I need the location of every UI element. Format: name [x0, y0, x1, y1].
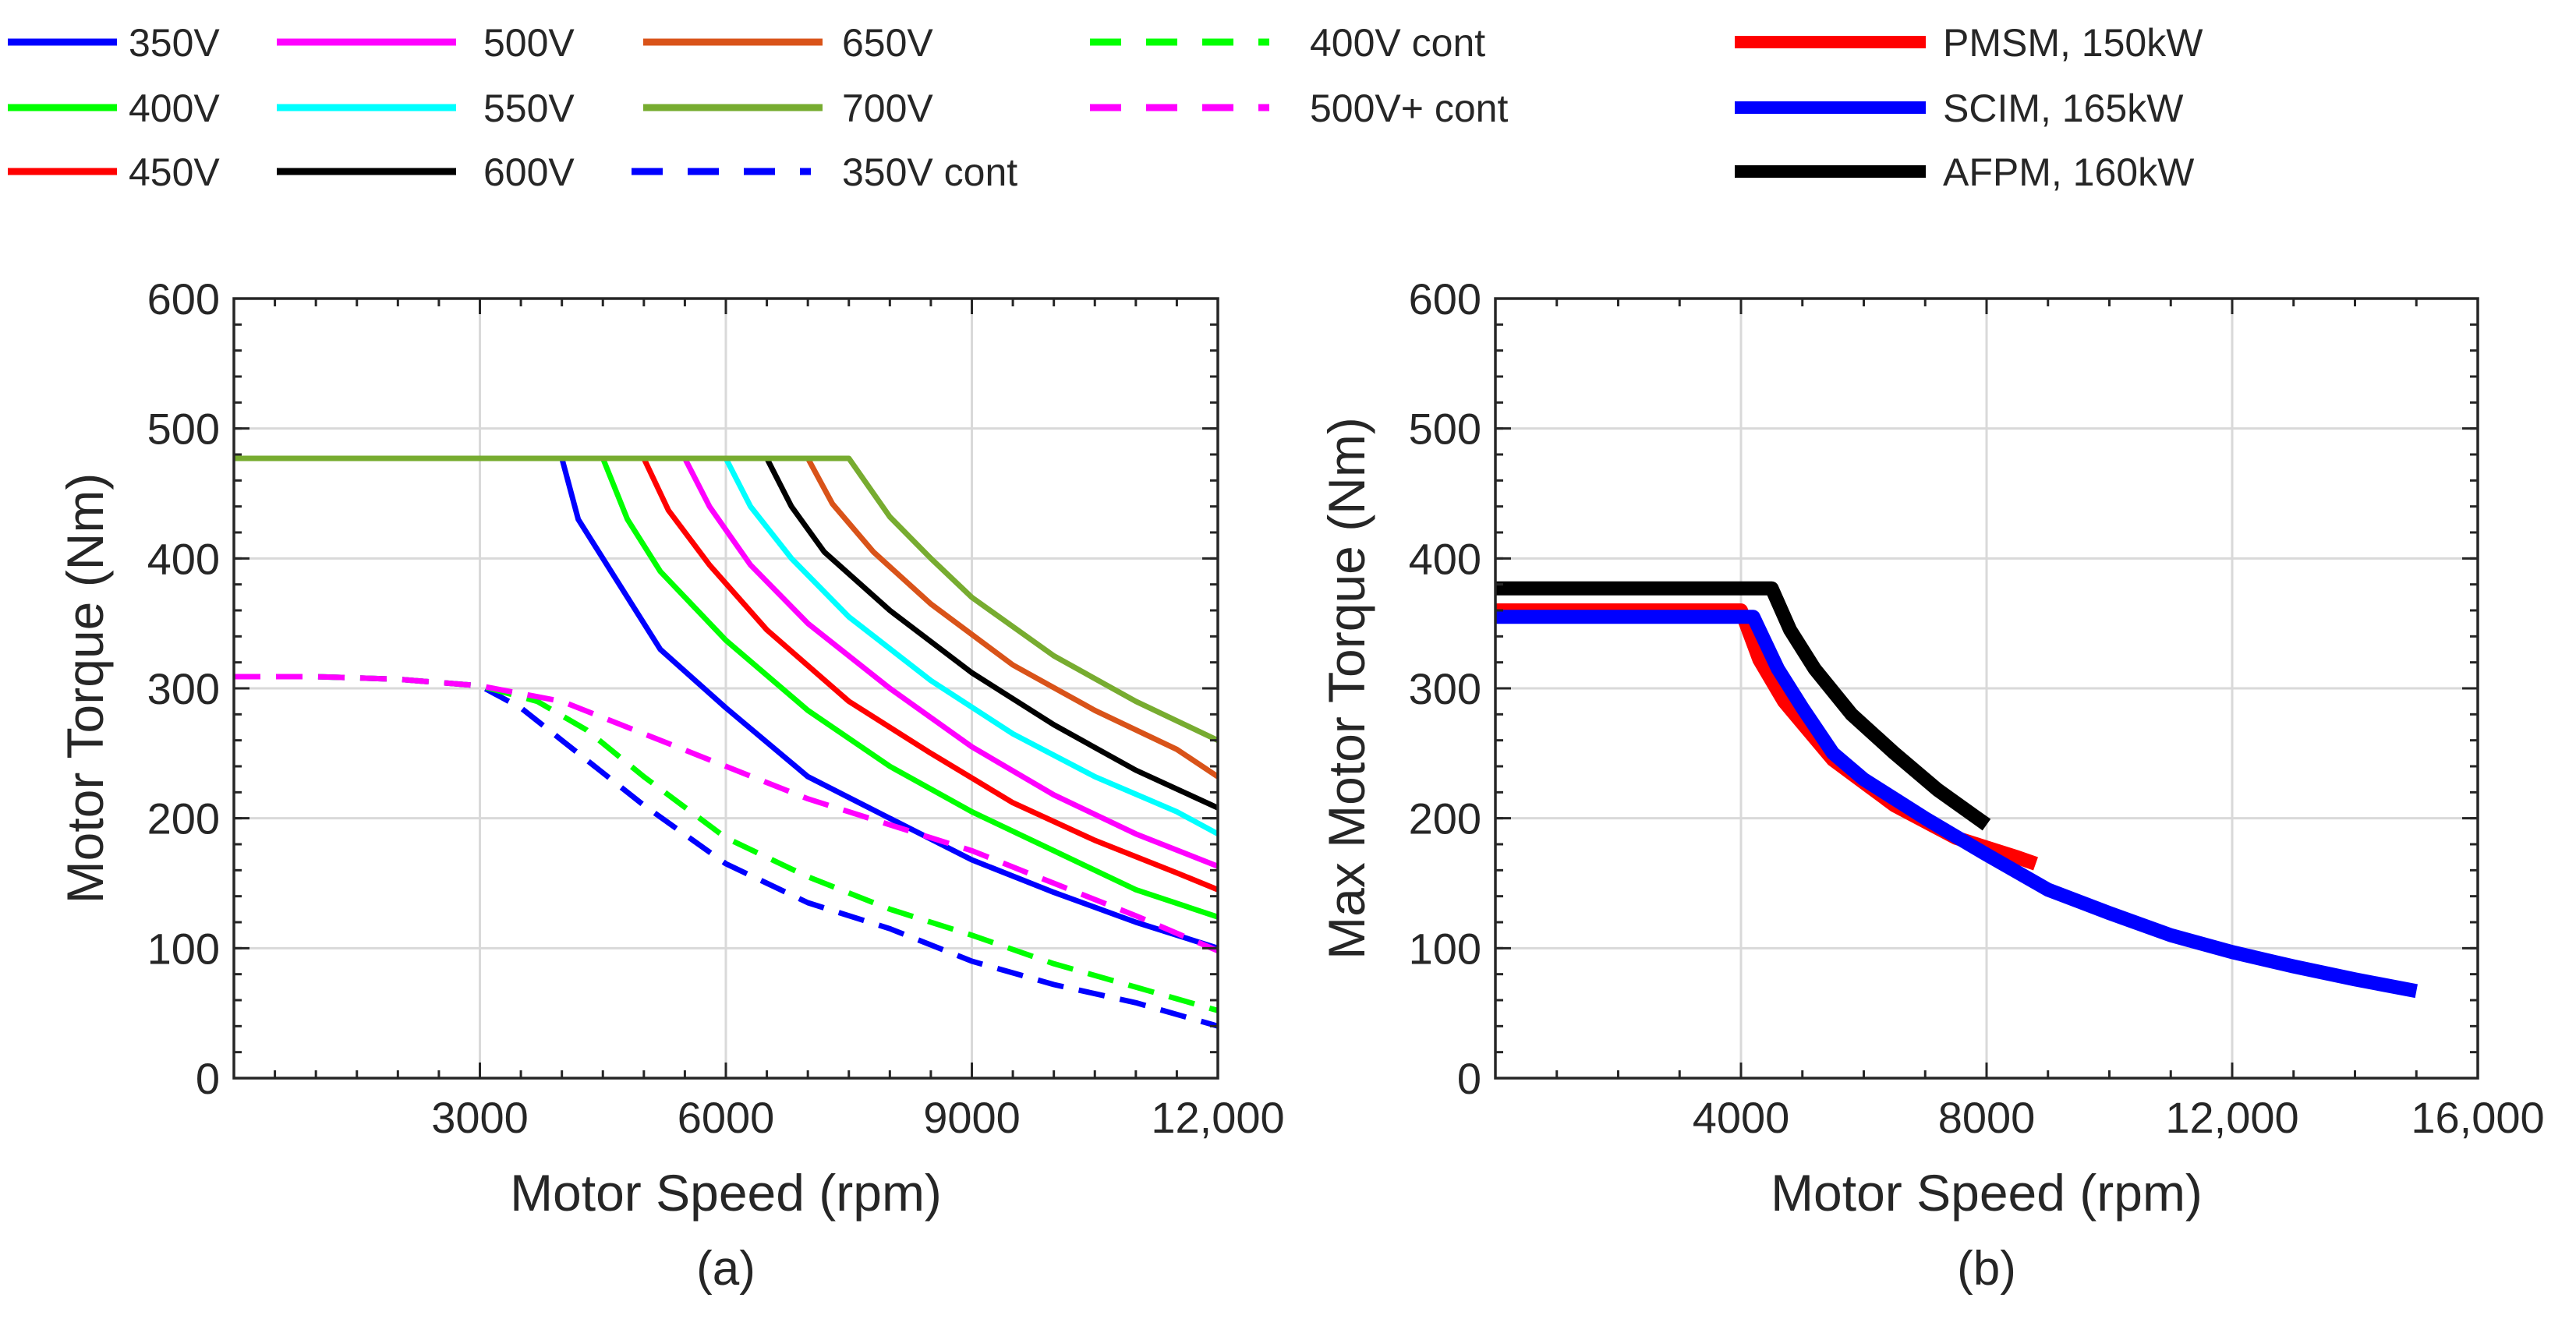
panel-a-series-450v — [234, 455, 1218, 893]
panel-b-series-afpm-160kw — [1495, 581, 1991, 831]
legend: 350V 400V 450V 500V 550V 600V 650V 700V 350V con… — [8, 21, 2203, 194]
panel-a-x-tick-label: 9000 — [923, 1093, 1021, 1142]
chart-panel-a: 3000 6000 9000 12,000 0 100 200 300 400 500 600 Mot… — [56, 274, 1285, 1296]
panel-a-y-tick-label: 0 — [196, 1054, 220, 1103]
panel-a-x-axis-label: Motor Speed (rpm) — [510, 1164, 942, 1222]
panel-b-x-tick-label: 4000 — [1693, 1093, 1790, 1142]
panel-b-y-tick-label: 100 — [1409, 924, 1481, 973]
legend-label-500v: 500V — [483, 21, 575, 65]
panel-a-series-600v — [234, 455, 1218, 811]
legend-label-600v: 600V — [483, 150, 575, 194]
panel-a-series-500v-cont — [234, 674, 1218, 953]
panel-a-series-550v — [234, 455, 1218, 836]
panel-b-series-scim-165kw — [1495, 610, 2418, 999]
panel-a-y-tick-label: 200 — [147, 794, 220, 843]
panel-b-y-tick-label: 500 — [1409, 405, 1481, 454]
panel-b-x-tick-label: 16,000 — [2411, 1093, 2544, 1142]
panel-a-y-tick-label: 300 — [147, 664, 220, 713]
legend-label-400v: 400V — [129, 87, 220, 130]
legend-label-650v: 650V — [842, 21, 933, 65]
panel-b-y-tick-label: 0 — [1457, 1054, 1481, 1103]
panel-b-subtitle: (b) — [1957, 1242, 2016, 1296]
panel-a-y-tick-label: 400 — [147, 534, 220, 583]
panel-b-y-tick-label: 600 — [1409, 274, 1481, 324]
panel-a-series-700v — [234, 455, 1218, 743]
panel-a-x-tick-label: 12,000 — [1151, 1093, 1284, 1142]
panel-b-y-tick-label: 400 — [1409, 534, 1481, 583]
panel-b-y-tick-label: 300 — [1409, 664, 1481, 713]
legend-label-350v-cont: 350V cont — [842, 150, 1017, 194]
panel-a-y-axis-label: Motor Torque (Nm) — [56, 473, 114, 904]
panel-b-y-tick-label: 200 — [1409, 794, 1481, 843]
panel-a-subtitle: (a) — [696, 1242, 755, 1296]
panel-a-series-400v — [234, 455, 1218, 920]
legend-label-350v: 350V — [129, 21, 220, 65]
chart-panel-b: 4000 8000 12,000 16,000 0 100 200 300 400 500 600 M… — [1318, 274, 2545, 1296]
panel-a-x-tick-label: 3000 — [431, 1093, 529, 1142]
panel-a-axes-frame — [232, 297, 1219, 1080]
legend-label-500v-cont: 500V+ cont — [1310, 87, 1508, 130]
panel-a-series-350v — [234, 455, 1218, 951]
panel-a-series-650v — [234, 455, 1218, 780]
panel-b-axes-frame — [1494, 297, 2479, 1080]
panel-a-y-tick-label: 600 — [147, 274, 220, 324]
panel-a-x-tick-label: 6000 — [678, 1093, 775, 1142]
legend-label-pmsm-150kw: PMSM, 150kW — [1943, 21, 2203, 65]
panel-b-x-tick-label: 8000 — [1938, 1093, 2036, 1142]
panel-a-y-tick-label: 500 — [147, 405, 220, 454]
legend-label-400v-cont: 400V cont — [1310, 21, 1485, 65]
panel-b-x-axis-label: Motor Speed (rpm) — [1771, 1164, 2203, 1222]
panel-b-y-axis-label: Max Motor Torque (Nm) — [1318, 417, 1375, 960]
legend-label-550v: 550V — [483, 87, 575, 130]
panel-b-x-tick-label: 12,000 — [2165, 1093, 2298, 1142]
panel-a-y-tick-label: 100 — [147, 924, 220, 973]
legend-label-afpm-160kw: AFPM, 160kW — [1943, 150, 2195, 194]
panel-a-series-500v — [234, 455, 1218, 869]
legend-label-450v: 450V — [129, 150, 220, 194]
legend-label-700v: 700V — [842, 87, 933, 130]
legend-label-scim-165kw: SCIM, 165kW — [1943, 87, 2184, 130]
